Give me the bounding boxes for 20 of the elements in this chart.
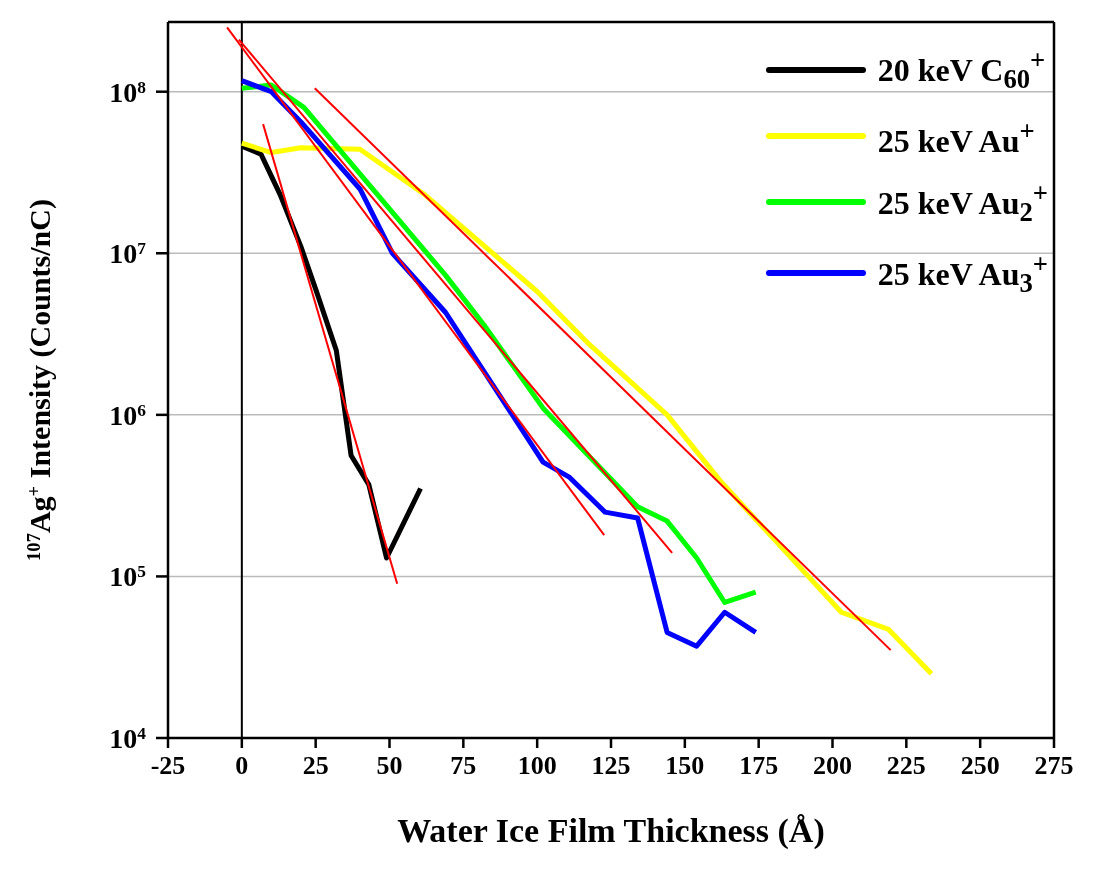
- y-tick-label: 10$^{4}$: [109, 723, 147, 754]
- y-tick-label: 10$^{5}$: [109, 561, 147, 593]
- x-tick-label: 225: [886, 751, 926, 780]
- x-tick-label: 250: [960, 751, 1000, 780]
- x-tick-label: 0: [235, 751, 249, 780]
- x-tick-label: 125: [591, 751, 631, 780]
- x-tick-label: -25: [150, 751, 186, 780]
- x-tick-label: 175: [739, 751, 779, 780]
- x-tick-label: 275: [1034, 751, 1074, 780]
- y-tick-label: 10$^{7}$: [109, 238, 147, 270]
- y-tick-label: 10$^{6}$: [109, 399, 147, 431]
- x-tick-label: 50: [376, 751, 403, 780]
- x-tick-label: 75: [450, 751, 477, 780]
- x-tick-label: 100: [517, 751, 557, 780]
- x-tick-label: 200: [813, 751, 852, 780]
- x-tick-label: 150: [665, 751, 705, 780]
- x-axis-title: Water Ice Film Thickness (Å): [397, 812, 825, 850]
- y-tick-label: 10$^{8}$: [109, 76, 147, 108]
- x-tick-label: 25: [302, 751, 329, 780]
- legend-label: 25 keV Au$^{+}$: [877, 115, 1035, 161]
